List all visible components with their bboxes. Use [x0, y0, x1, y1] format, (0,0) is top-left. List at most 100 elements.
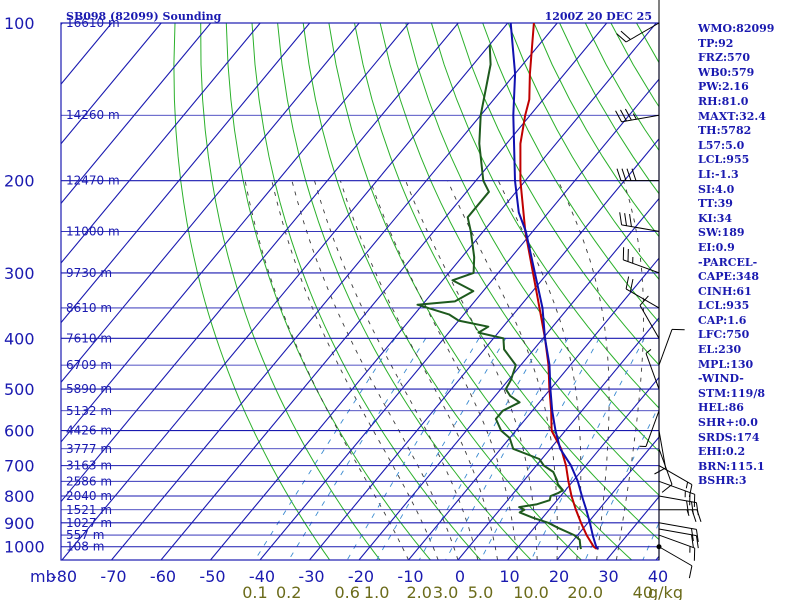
index-item: RH:81.0 — [698, 94, 749, 108]
pressure-tick-label: 400 — [4, 329, 35, 348]
pressure-tick-label: 100 — [4, 14, 35, 33]
pressure-tick-label: 1000 — [4, 538, 45, 557]
height-label: 5890 m — [66, 382, 112, 396]
wind-barbs — [615, 0, 702, 579]
dry-adiabat — [456, 23, 659, 366]
mixing-ratio-label: 0.2 — [276, 583, 301, 600]
isotherm — [61, 23, 410, 443]
temperature-tick-label: 0 — [455, 567, 465, 586]
pressure-tick-label: 300 — [4, 264, 35, 283]
index-item: WMO:82099 — [698, 22, 775, 35]
mixing-ratio-label: 20.0 — [567, 583, 603, 600]
height-label: 9730 m — [66, 266, 112, 280]
pressure-tick-label: 500 — [4, 380, 35, 399]
isotherm — [61, 23, 261, 264]
moist-adiabat — [497, 180, 582, 560]
mixing-ratio-line — [418, 338, 545, 560]
height-label: 2040 m — [66, 489, 112, 503]
index-item: CAP:1.6 — [698, 313, 747, 327]
index-item: BRN:115.1 — [698, 459, 765, 473]
height-label: 12470 m — [66, 174, 120, 188]
temperature-tick-label: -80 — [51, 567, 77, 586]
dry-adiabat — [251, 23, 482, 560]
height-label: 1521 m — [66, 503, 112, 517]
temperature-tick-label: 20 — [549, 567, 569, 586]
isotherm — [61, 23, 63, 26]
isotherm — [457, 316, 659, 560]
surface-wind-dot — [656, 544, 662, 550]
index-item: SHR+:0.0 — [698, 416, 758, 430]
index-item: SRDS:174 — [698, 430, 760, 444]
temperature-tick-label: -30 — [298, 567, 324, 586]
wind-barb — [658, 522, 699, 542]
moist-adiabat — [271, 180, 439, 560]
height-label: 11000 m — [66, 224, 120, 238]
height-label: 6709 m — [66, 358, 112, 372]
index-item: BSHR:3 — [698, 474, 747, 488]
wind-barb — [616, 168, 659, 182]
index-item: HEL:86 — [698, 401, 744, 415]
mixing-ratio-unit: g/kg — [648, 583, 683, 600]
moist-adiabat — [557, 180, 610, 560]
mixing-ratio-line — [530, 338, 645, 560]
dry-adiabat — [173, 23, 331, 560]
temperature-tick-label: -10 — [397, 567, 423, 586]
wind-barb — [658, 546, 693, 579]
mixing-ratio-label: 40 — [633, 583, 653, 600]
isotherm — [0, 23, 13, 560]
isotherm — [259, 78, 659, 560]
wind-barb — [645, 349, 660, 390]
isotherm — [61, 23, 212, 205]
isotherm — [61, 23, 311, 324]
index-item: STM:119/8 — [698, 386, 765, 400]
mixing-ratio-line — [445, 338, 569, 560]
isotherm — [556, 436, 659, 560]
parcel-line — [509, 23, 600, 550]
temperature-tick-label: -20 — [348, 567, 374, 586]
height-label: 3163 m — [66, 459, 112, 473]
index-item: LCL:935 — [698, 299, 750, 313]
dry-adiabat — [482, 23, 659, 323]
wind-barb — [654, 430, 667, 475]
chart-title-left: SB098 (82099) Sounding — [66, 10, 222, 23]
height-label: 108 m — [66, 540, 104, 554]
wind-barb — [658, 534, 696, 561]
index-item: WB0:579 — [698, 65, 755, 79]
wind-barb — [615, 108, 660, 123]
mixing-ratio-line — [376, 338, 507, 560]
wind-barb — [616, 22, 660, 43]
wind-barb — [639, 410, 660, 447]
mixing-ratio-label: 3.0 — [433, 583, 458, 600]
index-item: KI:34 — [698, 211, 733, 225]
temperature-tick-label: 40 — [648, 567, 668, 586]
index-item: -PARCEL- — [698, 255, 758, 269]
index-item: CINH:61 — [698, 284, 752, 298]
mixing-ratio-label: 1.0 — [364, 583, 389, 600]
isotherm — [507, 376, 659, 560]
height-label: 557 m — [66, 528, 104, 542]
mixing-ratio-label: 0.1 — [242, 583, 267, 600]
index-item: TP:92 — [698, 36, 734, 50]
height-label: 14260 m — [66, 108, 120, 122]
plot-border — [60, 22, 660, 561]
temperature-tick-label: -50 — [199, 567, 225, 586]
dry-adiabat — [225, 23, 431, 560]
height-label: 2586 m — [66, 474, 112, 488]
temperature-tick-label: 10 — [499, 567, 519, 586]
isotherm — [61, 23, 162, 145]
wind-barb — [658, 480, 696, 507]
height-label: 5132 m — [66, 404, 112, 418]
index-item: LCL:955 — [698, 153, 750, 167]
mixing-ratio-label: 0.6 — [334, 583, 359, 600]
wind-barb — [658, 465, 693, 498]
temperature-tick-label: -40 — [249, 567, 275, 586]
index-item: SW:189 — [698, 226, 745, 240]
height-label: 3777 m — [66, 442, 112, 456]
sounding-indices-panel: WMO:82099 TP:92 FRZ:570 WB0:579 PW:2.16 RH:81… — [698, 22, 774, 489]
index-item: EL:230 — [698, 343, 742, 357]
index-item: -WIND- — [698, 372, 744, 386]
pressure-tick-label: 700 — [4, 457, 35, 476]
chart-title-right: 1200Z 20 DEC 25 — [545, 10, 652, 23]
moist-adiabat — [369, 180, 518, 560]
height-label: 8610 m — [66, 301, 112, 315]
